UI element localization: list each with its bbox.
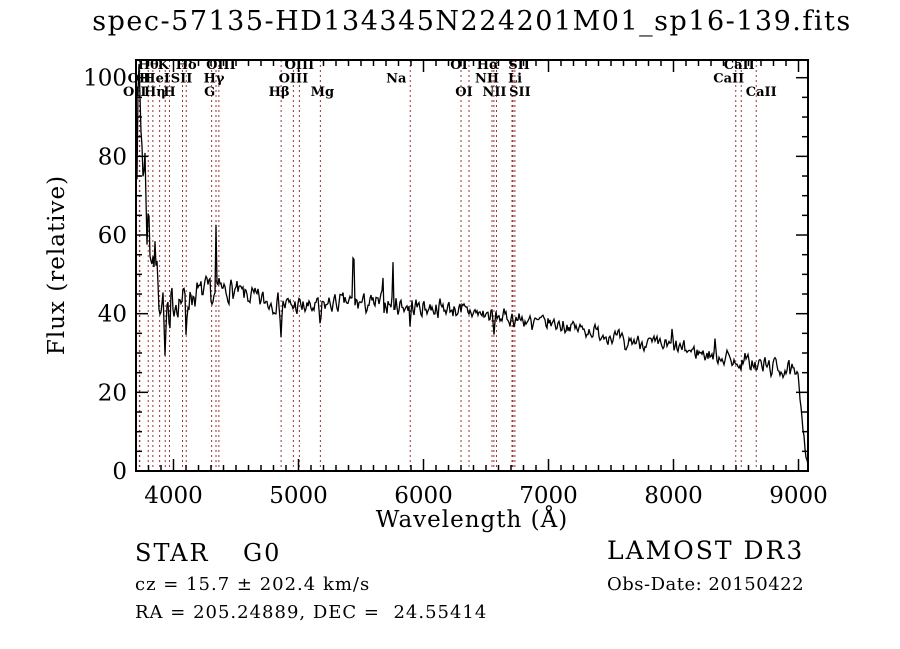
spectral-line-label: Hδ bbox=[176, 58, 197, 73]
spectral-line-label: SII bbox=[508, 58, 530, 73]
spectral-line-label: NII bbox=[475, 72, 499, 87]
spectral-line-label: OI bbox=[455, 85, 472, 100]
object-subclass-label: G0 bbox=[243, 539, 282, 567]
spectral-line-label: K bbox=[158, 58, 170, 73]
page-title: spec-57135-HD134345N224201M01_sp16-139.f… bbox=[92, 6, 852, 37]
spectral-line-label: Na bbox=[386, 72, 407, 87]
y-axis-title: Flux (relative) bbox=[44, 174, 70, 356]
spectrum-curve bbox=[135, 64, 809, 465]
spectral-line-label: Hη bbox=[144, 85, 166, 100]
plot-frame bbox=[135, 59, 809, 472]
x-tick-label: 9000 bbox=[769, 483, 828, 509]
spectral-line-label: Hγ bbox=[204, 72, 225, 87]
spectral-line-label: H bbox=[163, 85, 175, 100]
spectral-line-label: Hθ bbox=[138, 58, 159, 73]
spectral-line-label: G bbox=[204, 85, 215, 100]
spectral-line-label: Hβ bbox=[269, 85, 290, 100]
spectral-line-label: CaII bbox=[746, 85, 777, 100]
survey-release-label: LAMOST DR3 bbox=[607, 536, 805, 565]
spectral-line-label: CaII bbox=[724, 58, 755, 73]
y-tick-label: 40 bbox=[98, 302, 127, 328]
spectral-line-label: OII bbox=[128, 72, 152, 87]
y-tick-label: 20 bbox=[98, 380, 127, 406]
spectral-line-label: Li bbox=[508, 72, 522, 87]
spectral-line-label: OIII bbox=[206, 58, 236, 73]
x-tick-label: 6000 bbox=[394, 483, 453, 509]
spectral-line-label: OII bbox=[123, 85, 147, 100]
x-tick-label: 7000 bbox=[519, 483, 578, 509]
y-tick-label: 0 bbox=[112, 459, 127, 485]
spectral-line-label: OIII bbox=[285, 58, 315, 73]
spectral-line-label: HeI bbox=[143, 72, 170, 87]
y-tick-label: 80 bbox=[98, 144, 127, 170]
object-class-label: STAR bbox=[135, 539, 210, 567]
x-tick-label: 5000 bbox=[269, 483, 328, 509]
spectral-line-label: SII bbox=[509, 85, 531, 100]
spectral-line-label: Mg bbox=[311, 85, 334, 100]
spectral-line-label: NII bbox=[482, 85, 506, 100]
spectral-line-label: Hα bbox=[477, 58, 499, 73]
redshift-velocity-label: cz = 15.7 ± 202.4 km/s bbox=[135, 574, 371, 595]
spectral-line-label: OI bbox=[450, 58, 467, 73]
y-tick-label: 100 bbox=[83, 66, 127, 92]
x-tick-label: 8000 bbox=[644, 483, 703, 509]
spectral-line-label: CaII bbox=[713, 72, 744, 87]
y-tick-label: 60 bbox=[98, 223, 127, 249]
spectral-line-label: SII bbox=[171, 72, 193, 87]
ra-dec-label: RA = 205.24889, DEC = 24.55414 bbox=[135, 602, 488, 623]
obs-date-label: Obs-Date: 20150422 bbox=[607, 574, 805, 595]
x-axis-title: Wavelength (Å) bbox=[375, 507, 569, 533]
spectral-line-label: OIII bbox=[279, 72, 309, 87]
x-tick-label: 4000 bbox=[144, 483, 203, 509]
